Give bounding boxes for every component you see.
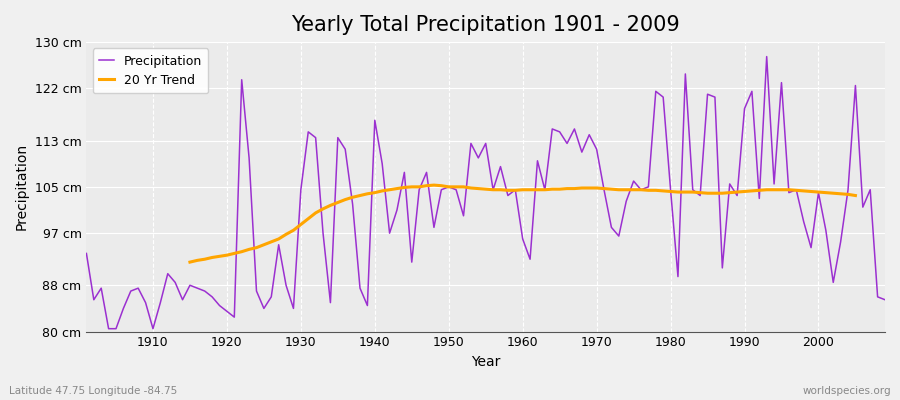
Precipitation [761, 54, 772, 59]
Precipitation [614, 234, 625, 238]
Y-axis label: Precipitation: Precipitation [15, 143, 29, 230]
Precipitation [879, 297, 890, 302]
Legend: Precipitation, 20 Yr Trend: Precipitation, 20 Yr Trend [93, 48, 209, 93]
Line: 20 Yr Trend: 20 Yr Trend [190, 185, 855, 262]
Precipitation [355, 286, 365, 290]
X-axis label: Year: Year [471, 355, 500, 369]
Text: worldspecies.org: worldspecies.org [803, 386, 891, 396]
20 Yr Trend [355, 193, 365, 198]
Text: Latitude 47.75 Longitude -84.75: Latitude 47.75 Longitude -84.75 [9, 386, 177, 396]
20 Yr Trend [835, 191, 846, 196]
20 Yr Trend [428, 183, 439, 188]
20 Yr Trend [842, 192, 853, 197]
20 Yr Trend [754, 188, 765, 193]
20 Yr Trend [850, 193, 860, 198]
20 Yr Trend [184, 260, 195, 264]
Precipitation [104, 326, 114, 331]
Title: Yearly Total Precipitation 1901 - 2009: Yearly Total Precipitation 1901 - 2009 [292, 15, 680, 35]
20 Yr Trend [340, 197, 351, 202]
Precipitation [518, 236, 528, 241]
Line: Precipitation: Precipitation [86, 56, 885, 329]
Precipitation [525, 257, 535, 262]
Precipitation [81, 251, 92, 256]
Precipitation [148, 326, 158, 331]
Precipitation [310, 135, 321, 140]
20 Yr Trend [266, 240, 276, 244]
